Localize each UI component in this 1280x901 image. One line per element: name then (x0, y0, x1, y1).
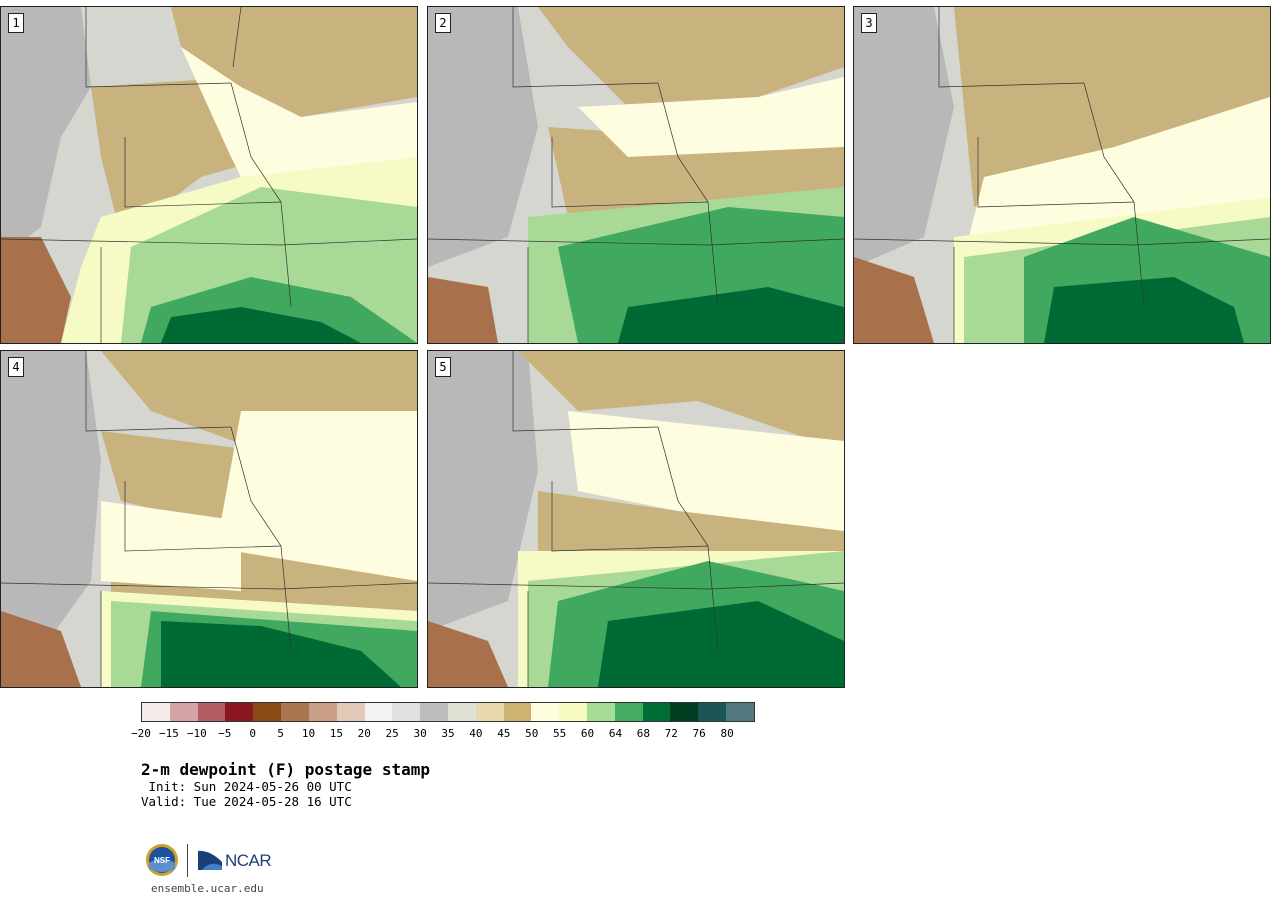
colorbar-tick-label: 76 (692, 727, 706, 740)
colorbar-tick-label: −20 (131, 727, 151, 740)
dewpoint-map-3 (854, 7, 1270, 343)
member-panel-3: 3 (853, 6, 1271, 344)
dewpoint-map-2 (428, 7, 844, 343)
dewpoint-map-4 (1, 351, 417, 687)
colorbar-swatch (503, 703, 532, 721)
colorbar-tick-label: 60 (580, 727, 595, 740)
colorbar-swatch (475, 703, 504, 721)
dewpoint-map-5 (428, 351, 844, 687)
valid-time: Valid: Tue 2024-05-28 16 UTC (141, 794, 352, 809)
colorbar-tick-label: 40 (469, 727, 483, 740)
colorbar-tick-label: 15 (329, 727, 343, 740)
colorbar-tick-label: −5 (218, 727, 232, 740)
nsf-logo-text: NSF (154, 856, 170, 865)
colorbar-swatch (392, 703, 421, 721)
colorbar-swatch (364, 703, 393, 721)
colorbar-swatch (336, 703, 365, 721)
colorbar-swatch (253, 703, 282, 721)
colorbar-tick-label: 50 (525, 727, 539, 740)
member-panel-5: 5 (427, 350, 845, 688)
panel-label-4: 4 (8, 357, 24, 377)
colorbar-tick-label: 68 (636, 727, 650, 740)
plot-title: 2-m dewpoint (F) postage stamp (141, 760, 430, 779)
logo-divider (187, 844, 188, 877)
colorbar-tick-label: 10 (301, 727, 316, 740)
colorbar-swatch (420, 703, 448, 721)
colorbar-swatch (587, 703, 615, 721)
ncar-logo-text: NCAR (225, 851, 272, 870)
colorbar-swatch (614, 703, 643, 721)
colorbar-swatch (281, 703, 309, 721)
colorbar-swatch (642, 703, 671, 721)
colorbar-tick-label: 20 (357, 727, 371, 740)
colorbar-tick-label: 5 (277, 727, 284, 740)
colorbar-tick-label: 72 (664, 727, 678, 740)
colorbar-tick-label: 80 (720, 727, 734, 740)
colorbar-tick-label: 55 (553, 727, 567, 740)
colorbar-swatch (447, 703, 476, 721)
colorbar-tick-label: 25 (385, 727, 399, 740)
init-time: Init: Sun 2024-05-26 00 UTC (141, 779, 352, 794)
site-url: ensemble.ucar.edu (151, 882, 264, 895)
member-panel-2: 2 (427, 6, 845, 344)
colorbar-swatch (142, 703, 170, 721)
colorbar-swatch (559, 703, 587, 721)
colorbar-tick-label: 0 (249, 727, 256, 740)
colorbar-swatch (169, 703, 198, 721)
colorbar-swatch (726, 703, 754, 721)
colorbar-tick-label: 30 (413, 727, 427, 740)
panel-label-1: 1 (8, 13, 24, 33)
colorbar-swatch (531, 703, 560, 721)
colorbar-swatch (197, 703, 226, 721)
ncar-logo-mark (198, 850, 222, 870)
colorbar-tick-label: 45 (497, 727, 511, 740)
panel-label-2: 2 (435, 13, 451, 33)
colorbar-tick-labels: −20 −15 −10 −5 0 5 10 15 20 25 30 35 40 45 50 55 60 64 68 7… (131, 727, 771, 743)
colorbar-swatch (670, 703, 699, 721)
dewpoint-map-1 (1, 7, 417, 343)
colorbar-tick-label: −15 (158, 727, 179, 740)
colorbar-tick-label: 64 (608, 727, 623, 740)
colorbar-tick-label: 35 (441, 727, 455, 740)
panel-label-5: 5 (435, 357, 451, 377)
colorbar-swatch (225, 703, 254, 721)
member-panel-1: 1 (0, 6, 418, 344)
member-panel-4: 4 (0, 350, 418, 688)
colorbar-tick-label: −10 (186, 727, 207, 740)
colorbar-swatch (698, 703, 727, 721)
nsf-logo: NSF (146, 844, 178, 876)
colorbar (141, 702, 755, 722)
panel-label-3: 3 (861, 13, 877, 33)
colorbar-swatch (308, 703, 337, 721)
